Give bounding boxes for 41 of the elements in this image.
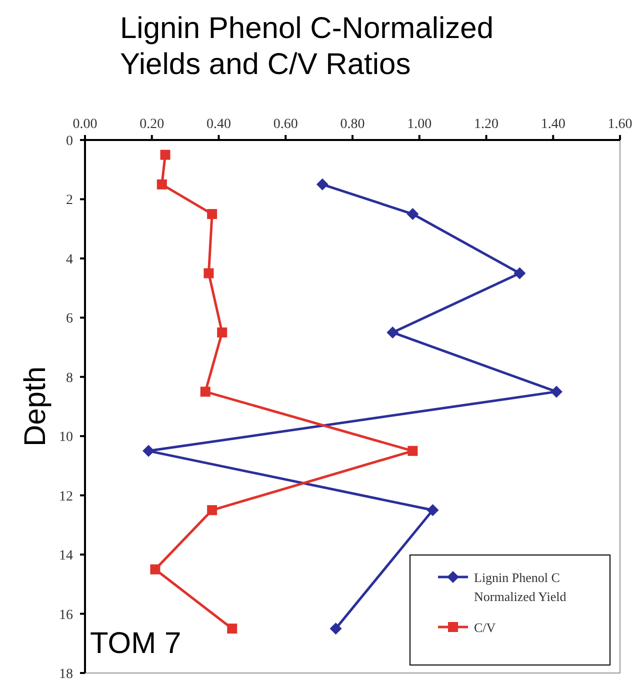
y-tick-label: 14 [59, 548, 73, 564]
point [150, 564, 160, 574]
x-tick-label: 0.40 [206, 117, 231, 132]
y-tick-label: 16 [59, 608, 73, 623]
x-tick-label: 1.00 [407, 117, 432, 132]
y-tick-label: 8 [66, 370, 73, 386]
point [160, 150, 170, 160]
point [426, 504, 439, 516]
point [514, 267, 526, 280]
legend-label: Lignin Phenol C Normalized Yield [474, 570, 567, 604]
annotation: TOM 7 [90, 627, 182, 660]
point [330, 622, 342, 635]
legend-label: C/V [474, 620, 496, 635]
point [207, 209, 218, 220]
y-tick-label: 12 [59, 489, 73, 504]
point [386, 326, 399, 338]
point [227, 624, 238, 634]
point [217, 327, 228, 338]
x-tick-label: 1.20 [474, 117, 498, 132]
x-tick-label: 0.60 [273, 117, 298, 132]
y-tick-label: 2 [66, 193, 73, 208]
x-tick-label: 0.00 [72, 117, 98, 132]
point [406, 208, 419, 220]
y-tick-label: 4 [66, 252, 73, 268]
x-tick-label: 1.60 [608, 117, 632, 132]
point [408, 446, 418, 456]
point [207, 505, 218, 516]
x-tick-label: 0.20 [140, 117, 164, 132]
y-tick-label: 18 [59, 667, 73, 682]
y-tick-label: 10 [59, 430, 73, 446]
y-tick-label: 6 [66, 312, 73, 327]
x-tick-label: 0.80 [340, 117, 365, 132]
point [550, 386, 562, 398]
y-tick-label: 0 [66, 134, 73, 149]
chart-title: Lignin Phenol C-Normalized Yields and C/V Ratios [120, 12, 494, 81]
point [200, 386, 210, 397]
x-tick-label: 1.40 [540, 117, 566, 132]
y-axis-title: Depth [19, 366, 52, 447]
point [316, 178, 328, 190]
point [204, 268, 214, 278]
point [156, 179, 167, 190]
